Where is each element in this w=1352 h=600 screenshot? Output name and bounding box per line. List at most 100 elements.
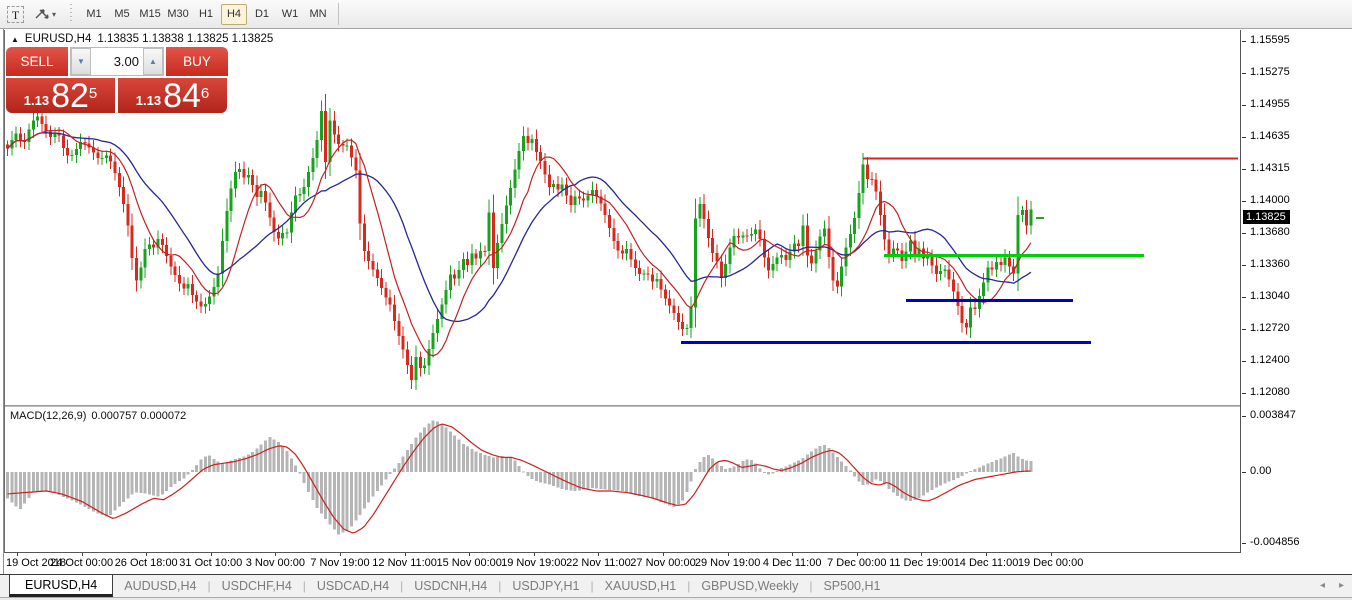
timeframe-H4[interactable]: H4 — [221, 3, 248, 25]
sell-price-big: 82 — [51, 77, 89, 115]
macd-pane[interactable] — [5, 407, 1242, 552]
current-price-tag: 1.13825 — [1243, 210, 1290, 224]
tab-separator: | — [809, 579, 813, 593]
tab-scroll-left-icon[interactable]: ◂ — [1319, 580, 1325, 591]
timeframe-W1[interactable]: W1 — [281, 8, 299, 20]
time-axis-label: 7 Nov 19:00 — [310, 557, 370, 569]
tab-scroll-buttons: ◂ ▸ — [1320, 574, 1344, 597]
macd-axis-label: 0.00 — [1250, 465, 1272, 477]
chart-symbol-label: EURUSD,H4 — [24, 33, 92, 45]
tab-separator: | — [498, 579, 502, 593]
tab-separator: | — [400, 579, 404, 593]
tab-AUDUSD-H4[interactable]: AUDUSD,H4 — [124, 579, 197, 593]
tab-GBPUSD-Weekly[interactable]: GBPUSD,Weekly — [701, 579, 799, 593]
macd-axis-tick — [1242, 415, 1246, 417]
volume-decrease-button[interactable]: ▼ — [71, 48, 91, 75]
price-axis-label: 1.14955 — [1250, 98, 1290, 110]
time-axis-tick — [469, 553, 471, 556]
tab-XAUUSD-H1[interactable]: XAUUSD,H1 — [604, 579, 677, 593]
time-axis-label: 12 Nov 11:00 — [372, 557, 437, 569]
time-axis-label: 14 Dec 11:00 — [953, 557, 1019, 569]
time-axis-tick — [598, 553, 600, 556]
sell-price-prefix: 1.13 — [23, 93, 50, 108]
chart-title: ▲ EURUSD,H4 1.13835 1.13838 1.13825 1.13… — [11, 33, 273, 45]
time-axis-tick — [275, 553, 277, 556]
macd-name: MACD(12,26,9) — [10, 410, 87, 422]
tab-SP500-H1[interactable]: SP500,H1 — [823, 579, 881, 593]
buy-price-tile[interactable]: 1.13 84 6 — [118, 78, 227, 113]
macd-axis-label: 0.003847 — [1250, 408, 1296, 421]
price-axis-label: 1.13040 — [1250, 289, 1290, 302]
buy-button[interactable]: BUY — [166, 47, 228, 76]
time-axis-label: 26 Oct 18:00 — [114, 557, 178, 569]
time-axis-tick — [921, 553, 923, 556]
price-axis-label: 1.12720 — [1250, 321, 1290, 334]
time-axis-tick — [986, 553, 987, 556]
timeframe-M30[interactable]: M30 — [167, 8, 189, 20]
time-axis-label: 15 Nov 00:00 — [436, 557, 502, 569]
sell-button[interactable]: SELL — [6, 47, 68, 76]
price-axis: 1.15595 1.15275 1.14955 1.14635 1.14315 1.140… — [1242, 30, 1352, 553]
status-strip — [0, 597, 1352, 600]
time-axis-tick — [146, 553, 148, 556]
tab-USDCHF-H4[interactable]: USDCHF,H4 — [221, 579, 292, 593]
time-axis-label: 24 Oct 00:00 — [50, 557, 114, 569]
price-axis-tick — [1242, 264, 1246, 266]
tab-USDCAD-H4[interactable]: USDCAD,H4 — [316, 579, 390, 593]
timeframe-D1[interactable]: D1 — [254, 8, 270, 20]
time-axis-tick — [533, 553, 535, 556]
time-axis-label: 4 Dec 11:00 — [762, 557, 822, 569]
volume-input[interactable]: 3.00 — [91, 48, 143, 75]
timeframe-M1[interactable]: M1 — [86, 8, 102, 20]
time-axis-label: 7 Dec 00:00 — [827, 557, 887, 569]
one-click-trading-panel: SELL ▼ 3.00 ▲ BUY 1.13 82 5 1.13 84 6 — [6, 47, 228, 142]
sell-price-pip: 5 — [88, 85, 98, 102]
price-chart[interactable] — [5, 30, 1242, 405]
text-label-tool-button[interactable]: T — [4, 3, 27, 25]
time-axis-label: 19 Nov 19:00 — [501, 557, 567, 569]
price-axis-tick — [1242, 328, 1246, 330]
price-axis-tick — [1242, 200, 1246, 202]
tab-separator: | — [207, 579, 211, 593]
time-axis-tick — [210, 553, 212, 556]
timeframe-MN[interactable]: MN — [309, 8, 327, 20]
collapse-panel-icon[interactable]: ▲ — [11, 34, 19, 44]
volume-increase-button[interactable]: ▲ — [143, 48, 163, 75]
time-axis-tick — [81, 553, 83, 556]
price-axis-label: 1.13680 — [1250, 225, 1290, 238]
tab-USDJPY-H1[interactable]: USDJPY,H1 — [512, 579, 580, 593]
volume-spinner: ▼ 3.00 ▲ — [70, 47, 164, 76]
buy-price-big: 84 — [163, 77, 201, 115]
macd-axis-tick — [1242, 472, 1246, 473]
timeframe-M5[interactable]: M5 — [114, 8, 130, 20]
tab-separator: | — [302, 579, 306, 593]
time-axis-tick — [727, 553, 729, 556]
price-axis-tick — [1242, 73, 1246, 74]
macd-label: MACD(12,26,9) 0.000757 0.000072 — [10, 410, 191, 422]
cycle-symbols-button[interactable]: ▾ — [31, 3, 59, 25]
tab-scroll-right-icon[interactable]: ▸ — [1338, 580, 1344, 591]
price-axis-label: 1.13360 — [1250, 257, 1290, 270]
timeframe-group: M1 M5 M15 M30 H1 H4 D1 W1 MN — [80, 0, 332, 29]
tab-EURUSD-H4[interactable]: EURUSD,H4 — [9, 575, 114, 597]
sell-price-tile[interactable]: 1.13 82 5 — [6, 78, 115, 113]
macd-values: 0.000757 0.000072 — [91, 410, 187, 422]
time-axis-tick — [1050, 553, 1052, 556]
timeframe-M15[interactable]: M15 — [139, 8, 161, 20]
time-axis-label: 29 Nov 19:00 — [694, 557, 761, 569]
time-axis-label: 31 Oct 10:00 — [179, 557, 243, 569]
time-axis-tick — [663, 553, 664, 556]
time-axis-tick — [404, 553, 406, 556]
time-axis-label: 19 Oct 2018 — [6, 557, 66, 569]
window-left-border — [3, 29, 4, 574]
timeframe-H1[interactable]: H1 — [198, 8, 214, 20]
tab-USDCNH-H4[interactable]: USDCNH,H4 — [414, 579, 488, 593]
time-axis-tick — [17, 553, 18, 556]
text-tool-icon: T — [7, 5, 24, 23]
chart-tabs: EURUSD,H4 AUDUSD,H4 | USDCHF,H4 | USDCAD,H4 | U… — [0, 574, 1352, 597]
time-axis: 19 Oct 2018 24 Oct 00:00 26 Oct 18:00 31 Oc… — [4, 553, 1242, 574]
chart-ohlc-values: 1.13835 1.13838 1.13825 1.13825 — [97, 33, 274, 45]
price-axis-label: 1.14635 — [1250, 130, 1290, 142]
pane-separator[interactable] — [5, 405, 1240, 407]
